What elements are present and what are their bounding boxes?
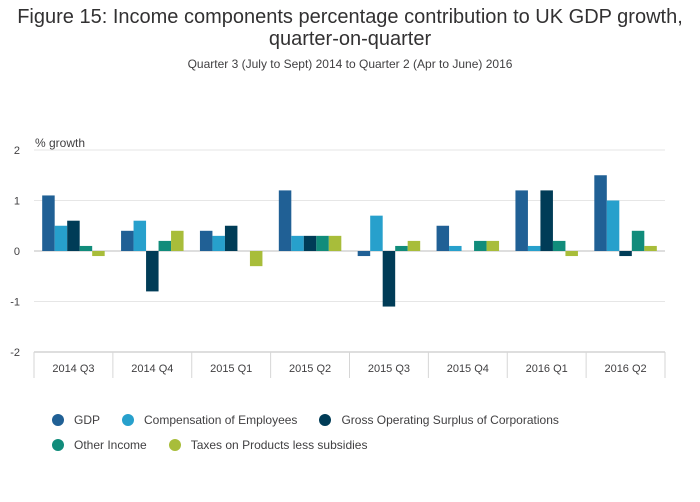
bar	[370, 215, 383, 251]
bar	[644, 245, 657, 251]
chart-title-line-1: Figure 15: Income components percentage …	[17, 6, 683, 28]
bar	[67, 220, 80, 251]
y-tick-label: 0	[14, 246, 20, 258]
bar	[527, 245, 541, 251]
bars	[42, 175, 657, 307]
bar	[552, 240, 566, 251]
x-tick-label: 2016 Q2	[604, 363, 646, 375]
legend-label: Gross Operating Surplus of Corporations	[341, 412, 559, 427]
legend: GDP Compensation of Employees Gross Operat…	[52, 407, 692, 457]
bar	[540, 190, 553, 251]
bar	[171, 230, 184, 251]
legend-swatch	[52, 438, 64, 451]
x-tick-label: 2014 Q4	[131, 363, 173, 375]
legend-label: Compensation of Employees	[144, 412, 298, 427]
x-tick-label: 2015 Q2	[289, 363, 331, 375]
bar	[92, 251, 105, 257]
bar	[606, 200, 620, 251]
legend-row: GDP Compensation of Employees Gross Operat…	[52, 407, 692, 432]
bar	[54, 225, 68, 251]
legend-row: Other Income Taxes on Products less subsi…	[52, 432, 692, 457]
x-tick-label: 2015 Q1	[210, 363, 252, 375]
legend-item: Taxes on Products less subsidies	[168, 437, 368, 452]
y-tick-label: 1	[14, 196, 20, 208]
chart-subtitle: Quarter 3 (July to Sept) 2014 to Quarter…	[187, 57, 513, 71]
bar	[249, 251, 263, 267]
bar	[42, 195, 55, 251]
y-tick-label: -1	[10, 297, 20, 309]
legend-item: Other Income	[52, 438, 147, 452]
bar	[407, 240, 421, 251]
bar	[133, 220, 147, 251]
bar	[436, 225, 450, 251]
bar	[619, 251, 632, 257]
bar	[199, 230, 213, 251]
chart-title: Figure 15: Income components percentage …	[0, 6, 700, 50]
chart-plot: 2 1 0 -1 -2 2014 Q3 2014 Q4 2015 Q1 2015 Q2 2015…	[10, 136, 666, 378]
bar	[382, 251, 396, 307]
legend-swatch	[122, 413, 135, 426]
bar	[515, 190, 528, 251]
legend-label: GDP	[74, 412, 101, 427]
bar	[357, 251, 371, 257]
bar	[449, 245, 462, 251]
bar	[212, 235, 225, 251]
legend-item: Compensation of Employees	[122, 413, 297, 427]
bar	[395, 245, 408, 251]
bar	[565, 251, 578, 257]
x-axis: 2014 Q3 2014 Q4 2015 Q1 2015 Q2 2015 Q3 2015 …	[33, 351, 666, 378]
bar	[79, 245, 93, 251]
bar	[278, 190, 292, 251]
bar	[316, 235, 329, 251]
bar	[303, 235, 317, 251]
legend-swatch	[319, 413, 332, 426]
y-tick-label: 2	[14, 145, 20, 157]
bar	[158, 240, 172, 251]
legend-swatch	[52, 413, 64, 426]
legend-label: Taxes on Products less subsidies	[190, 437, 368, 452]
bar	[291, 235, 304, 251]
y-axis-label: % growth	[35, 136, 85, 150]
x-tick-label: 2015 Q4	[447, 363, 489, 375]
y-tick-label: -2	[10, 347, 20, 359]
bar	[121, 230, 134, 251]
bar	[146, 251, 159, 292]
x-tick-label: 2016 Q1	[526, 363, 568, 375]
x-tick-label: 2015 Q3	[368, 363, 410, 375]
bar	[224, 225, 238, 251]
x-tick-label: 2014 Q3	[52, 363, 94, 375]
bar	[486, 240, 500, 251]
legend-swatch	[168, 438, 181, 451]
legend-label: Other Income	[74, 437, 147, 452]
bar	[328, 235, 342, 251]
bar	[594, 175, 607, 251]
bar	[474, 240, 487, 251]
bar	[631, 230, 645, 251]
legend-item: GDP	[52, 413, 100, 427]
chart-title-line-2: quarter-on-quarter	[268, 28, 432, 50]
legend-item: Gross Operating Surplus of Corporations	[319, 412, 559, 427]
